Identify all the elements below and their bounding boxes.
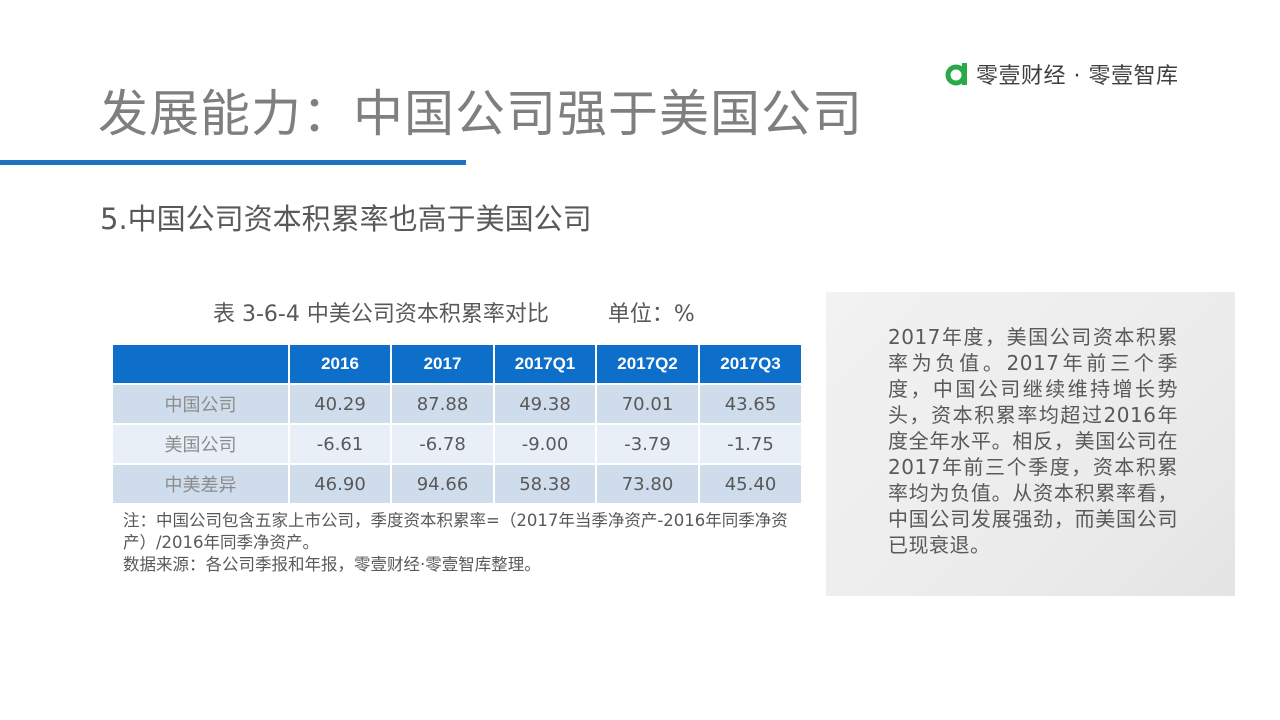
brand-name: 零壹财经 · 零壹智库 [976, 64, 1179, 89]
row-label: 中美差异 [113, 464, 290, 505]
table-cell: 49.38 [494, 384, 597, 425]
section-subtitle: 5.中国公司资本积累率也高于美国公司 [100, 202, 592, 236]
table-cell: 58.38 [494, 464, 597, 505]
header-cell: 2017 [391, 345, 495, 385]
header-cell: 2017Q2 [596, 345, 700, 385]
row-label: 美国公司 [113, 424, 290, 465]
brand: 零壹财经 · 零壹智库 [944, 58, 1178, 90]
table-cell: -9.00 [494, 424, 597, 465]
row-label: 中国公司 [113, 384, 290, 425]
header-cell: 2016 [289, 345, 392, 385]
table-row: 美国公司 -6.61 -6.78 -9.00 -3.79 -1.75 [113, 424, 803, 465]
table-cell: -6.61 [289, 424, 392, 465]
comparison-table: 2016 2017 2017Q1 2017Q2 2017Q3 中国公司 40.2… [113, 345, 803, 505]
table-cell: 40.29 [289, 384, 392, 425]
table-row: 中美差异 46.90 94.66 58.38 73.80 45.40 [113, 464, 803, 505]
note-source: 数据来源：各公司季报和年报，零壹财经·零壹智库整理。 [123, 555, 541, 574]
page-title: 发展能力：中国公司强于美国公司 [98, 85, 863, 143]
header-cell: 2017Q3 [699, 345, 803, 385]
table-row: 中国公司 40.29 87.88 49.38 70.01 43.65 [113, 384, 803, 425]
title-underline [0, 160, 466, 165]
table-cell: 73.80 [596, 464, 700, 505]
table-cell: -6.78 [391, 424, 495, 465]
header-cell-blank [113, 345, 290, 385]
table-cell: 94.66 [391, 464, 495, 505]
commentary-panel [826, 292, 1235, 596]
table-header-row: 2016 2017 2017Q1 2017Q2 2017Q3 [113, 345, 803, 385]
table-caption-title: 表 3-6-4 中美公司资本积累率对比 [213, 302, 549, 327]
table-cell: 45.40 [699, 464, 803, 505]
commentary-text: 2017年度，美国公司资本积累率为负值。2017年前三个季度，中国公司继续维持增… [888, 325, 1178, 557]
table-cell: 43.65 [699, 384, 803, 425]
table-cell: -1.75 [699, 424, 803, 465]
table-notes: 注：中国公司包含五家上市公司，季度资本积累率=（2017年当季净资产-2016年… [123, 510, 813, 576]
note-definition: 注：中国公司包含五家上市公司，季度资本积累率=（2017年当季净资产-2016年… [123, 511, 788, 552]
table-caption: 表 3-6-4 中美公司资本积累率对比 单位：% [213, 296, 695, 328]
brand-logo-icon [945, 63, 967, 86]
table-unit: 单位：% [607, 302, 695, 327]
table-cell: 70.01 [596, 384, 700, 425]
table-cell: -3.79 [596, 424, 700, 465]
table-cell: 46.90 [289, 464, 392, 505]
table-cell: 87.88 [391, 384, 495, 425]
header-cell: 2017Q1 [494, 345, 597, 385]
